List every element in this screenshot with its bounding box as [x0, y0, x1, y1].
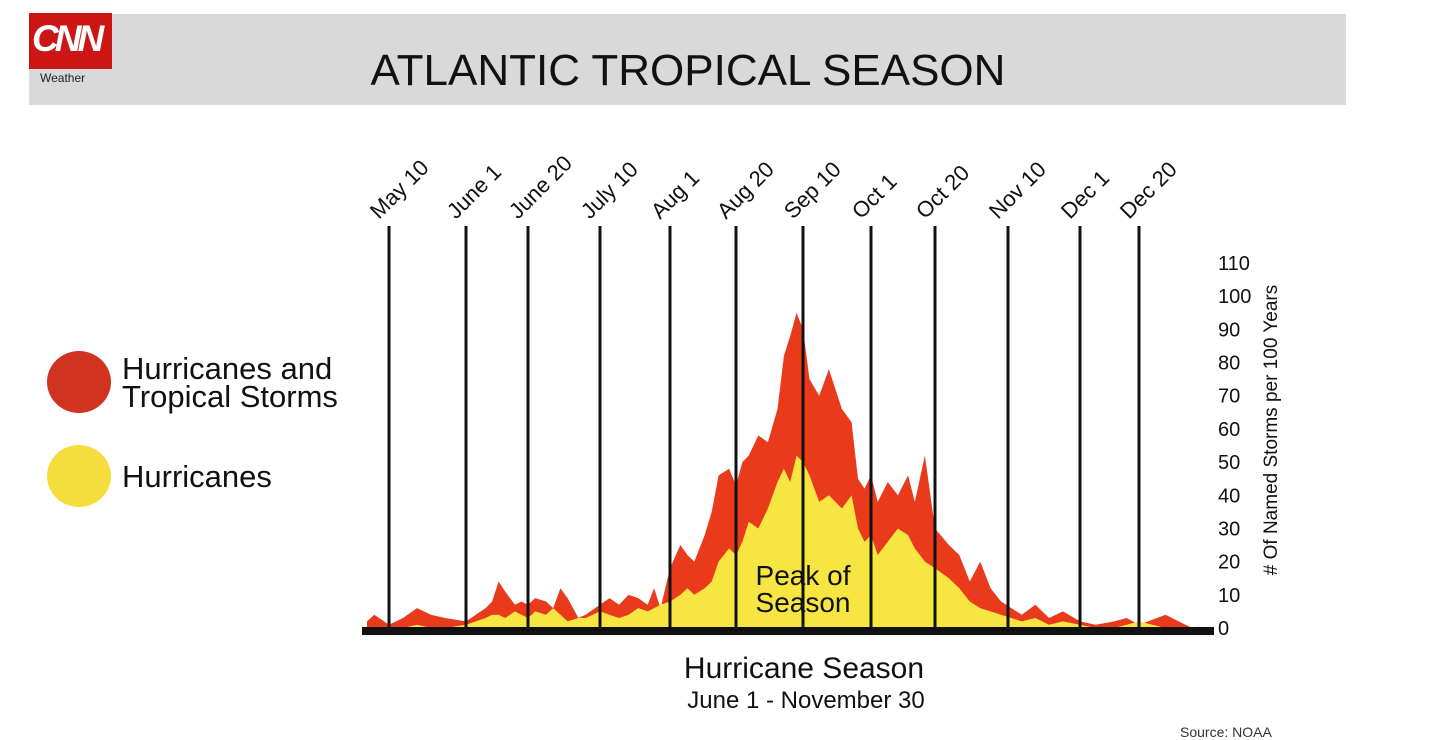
legend-label-hurricanes-line1: Hurricanes: [122, 459, 272, 494]
y-tick-label: 100: [1218, 286, 1251, 308]
y-tick-label: 30: [1218, 518, 1240, 540]
date-tick-label: Oct 20: [911, 160, 975, 224]
x-axis-sublabel: June 1 - November 30: [687, 687, 924, 714]
y-axis-label: # Of Named Storms per 100 Years: [1261, 285, 1282, 575]
legend-label-storms-line1: Hurricanes and: [122, 351, 333, 386]
y-tick-label: 50: [1218, 452, 1240, 474]
date-tick-label: Aug 20: [712, 157, 779, 224]
y-tick-label: 60: [1218, 419, 1240, 441]
date-tick-label: Aug 1: [646, 165, 704, 223]
date-tick-label: Dec 1: [1056, 165, 1114, 223]
area-series-hurricanes: [367, 455, 1192, 628]
legend-label-hurricanes: Hurricanes: [122, 459, 272, 494]
y-tick-labels: 0 10 20 30 40 50 60 70 80 90 100 110: [1218, 253, 1251, 640]
date-gridlines: [387, 226, 1141, 628]
logo-text: CNN: [32, 18, 104, 59]
y-tick-label: 20: [1218, 552, 1240, 574]
source-note: Source: NOAA: [1180, 724, 1272, 740]
y-tick-label: 90: [1218, 319, 1240, 341]
cnn-logo: CNN: [29, 13, 112, 69]
date-tick-label: May 10: [365, 155, 434, 224]
y-tick-label: 110: [1218, 253, 1250, 275]
title-banner: [29, 14, 1346, 105]
date-tick-label: Nov 10: [984, 157, 1051, 224]
legend-swatch-hurricanes: [47, 445, 111, 507]
date-tick-label: Dec 20: [1115, 157, 1182, 224]
date-tick-label: July 10: [576, 157, 643, 224]
date-tick-label: June 20: [504, 150, 577, 223]
y-tick-label: 40: [1218, 485, 1240, 507]
date-tick-label: Oct 1: [847, 169, 902, 224]
legend-label-storms: Hurricanes and Tropical Storms: [122, 351, 338, 414]
date-tick-label: Sep 10: [779, 157, 846, 224]
page-title: ATLANTIC TROPICAL SEASON: [370, 46, 1006, 95]
y-tick-label: 80: [1218, 353, 1240, 375]
legend-swatch-storms: [47, 351, 111, 413]
peak-annotation-line1: Peak of: [756, 560, 851, 591]
x-axis-label: Hurricane Season: [684, 652, 924, 685]
area-layer: [367, 312, 1192, 628]
y-tick-label: 70: [1218, 386, 1240, 408]
y-tick-label: 0: [1218, 618, 1229, 640]
peak-annotation-line2: Season: [756, 587, 851, 618]
x-axis-baseline: [362, 627, 1214, 635]
legend-label-storms-line2: Tropical Storms: [122, 379, 338, 414]
logo-subtitle: Weather: [40, 71, 86, 85]
area-series-storms: [367, 312, 1192, 628]
date-tick-label: June 1: [442, 159, 506, 223]
y-tick-label: 10: [1218, 585, 1240, 607]
